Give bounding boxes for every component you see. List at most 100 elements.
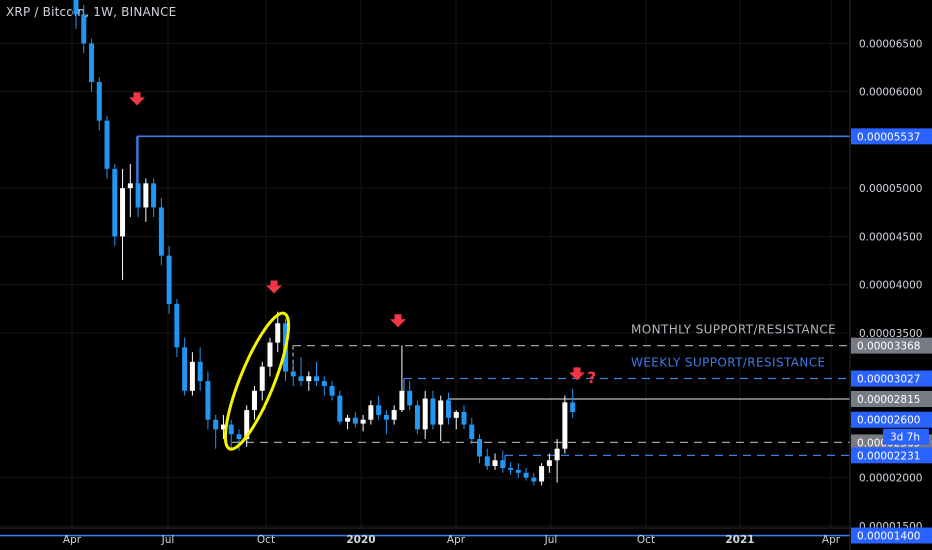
x-tick-label: Oct	[637, 534, 655, 546]
candle-body	[469, 424, 475, 440]
price-badge	[851, 337, 932, 354]
candle-body	[492, 460, 498, 467]
candle-body	[368, 405, 374, 420]
candle-body	[275, 323, 281, 343]
x-tick-label: 2020	[346, 534, 375, 546]
x-tick-label: Apr	[447, 534, 466, 546]
candle-body	[174, 303, 180, 348]
candle-body	[244, 410, 250, 440]
candle-body	[298, 376, 304, 382]
candle-body	[267, 342, 273, 367]
y-tick-label: 0.00004500	[859, 231, 922, 243]
price-badge-label: 0.00002815	[857, 394, 920, 406]
candle-body	[438, 400, 444, 425]
candle-body	[360, 419, 366, 424]
candle-body	[228, 424, 234, 435]
candle-body	[453, 412, 459, 418]
candle-body	[554, 448, 560, 461]
down-arrow-icon	[569, 367, 585, 381]
support-resistance-lines	[0, 135, 850, 537]
countdown-label: 3d 7h	[890, 432, 920, 444]
price-badge-label: 0.00003368	[857, 341, 920, 353]
y-tick-label: 0.00002000	[859, 473, 922, 485]
x-tick-label: Apr	[822, 534, 841, 546]
candle-body	[399, 390, 405, 411]
candle-body	[531, 477, 537, 482]
candle-body	[546, 460, 552, 467]
candle-body	[182, 347, 188, 391]
candle-body	[236, 434, 242, 440]
candle-body	[500, 460, 506, 468]
candle-body	[112, 168, 118, 237]
candle-body	[104, 120, 110, 169]
grid-lines	[0, 0, 850, 528]
candle-body	[96, 82, 102, 121]
candle-body	[391, 410, 397, 420]
candle-body	[562, 402, 568, 449]
candle-body	[213, 419, 219, 430]
candle-body	[73, 0, 79, 15]
price-badge-label: 0.00001400	[857, 531, 920, 543]
candle-body	[127, 183, 133, 189]
candle-body	[523, 472, 529, 478]
price-badge	[851, 128, 932, 145]
candlestick-series	[73, 0, 576, 486]
candle-body	[570, 402, 576, 413]
candle-body	[135, 183, 141, 208]
price-badge-label: 0.00002600	[857, 415, 920, 427]
candle-body	[414, 405, 420, 430]
candle-body	[329, 385, 335, 396]
candle-body	[337, 395, 343, 422]
question-mark-annotation: ?	[587, 368, 596, 387]
down-arrow-icon	[129, 92, 145, 106]
chart-title: XRP / Bitcoin, 1W, BINANCE	[6, 5, 177, 19]
price-badge-label: 0.00003027	[857, 374, 920, 386]
candle-body	[151, 183, 157, 208]
monthly-sr-label: MONTHLY SUPPORT/RESISTANCE	[631, 323, 836, 337]
candle-body	[345, 417, 351, 422]
candle-body	[422, 398, 428, 430]
candle-body	[189, 361, 195, 391]
candle-body	[120, 188, 126, 237]
highlight-ellipse	[223, 311, 291, 451]
candle-body	[251, 390, 257, 411]
countdown-badge	[883, 428, 929, 445]
candle-body	[205, 381, 211, 420]
candle-body	[306, 376, 312, 382]
candle-body	[477, 439, 483, 457]
x-tick-label: Oct	[257, 534, 275, 546]
candle-body	[484, 456, 490, 467]
candle-body	[539, 466, 545, 482]
down-arrow-icon	[266, 280, 282, 294]
candle-body	[81, 14, 87, 44]
candle-body	[383, 414, 389, 420]
y-tick-label: 0.00006500	[859, 38, 922, 50]
price-badge	[851, 447, 932, 464]
candle-body	[290, 371, 296, 377]
x-tick-label: Apr	[63, 534, 82, 546]
candle-body	[352, 417, 358, 424]
candle-body	[407, 390, 413, 406]
candle-body	[515, 469, 521, 473]
down-arrow-icon	[390, 314, 406, 328]
x-tick-label: Jul	[544, 534, 558, 546]
price-badge	[851, 411, 932, 428]
price-badge	[851, 390, 932, 407]
candle-body	[508, 467, 514, 470]
weekly-sr-label: WEEKLY SUPPORT/RESISTANCE	[631, 356, 826, 370]
y-tick-label: 0.00003500	[859, 328, 922, 340]
price-badge	[851, 527, 932, 544]
candle-body	[166, 255, 172, 304]
candle-body	[259, 366, 265, 391]
y-tick-label: 0.00006000	[859, 87, 922, 99]
candle-body	[89, 43, 95, 83]
candle-body	[220, 424, 226, 430]
y-tick-label: 0.00004000	[859, 280, 922, 292]
annotation-marks: ? MONTHLY SUPPORT/RESISTANCE WEEKLY SUPPOR…	[129, 92, 836, 451]
candle-body	[445, 400, 451, 418]
candle-body	[314, 376, 320, 382]
candle-body	[461, 412, 467, 425]
candle-body	[158, 207, 164, 256]
